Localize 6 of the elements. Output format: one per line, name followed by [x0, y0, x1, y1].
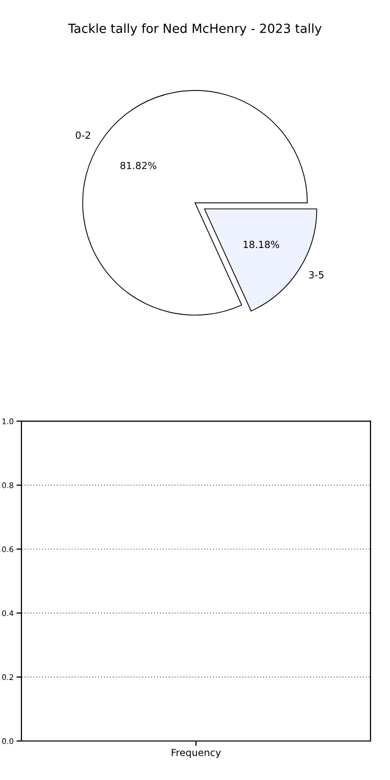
data-label: 18.18% — [244, 240, 280, 248]
x-axis-title: Frequency — [172, 748, 221, 758]
chart-title: Tackle tally for Ned McHenry - 2023 tally — [68, 23, 322, 36]
slice-label: 0-2 — [76, 131, 90, 139]
data-label: 81.82% — [120, 162, 156, 170]
slice-label: 3-5 — [309, 271, 324, 278]
